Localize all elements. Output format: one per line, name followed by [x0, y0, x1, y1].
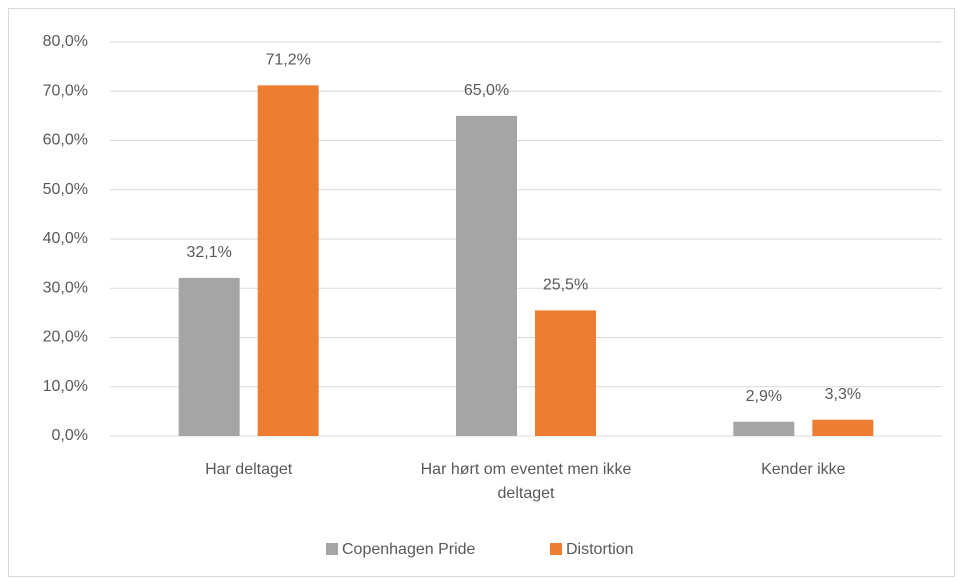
legend-swatch	[326, 543, 338, 555]
y-tick-label: 70,0%	[43, 82, 88, 99]
y-tick-label: 80,0%	[43, 33, 88, 50]
legend-label: Distortion	[566, 541, 634, 558]
y-tick-label: 60,0%	[43, 132, 88, 149]
data-label: 3,3%	[825, 386, 861, 403]
bar	[178, 277, 240, 436]
data-label: 2,9%	[746, 388, 782, 405]
x-tick-label: Kender ikke	[761, 461, 846, 478]
bar	[812, 419, 874, 436]
y-tick-label: 20,0%	[43, 329, 88, 346]
bar	[535, 310, 596, 436]
legend-label: Copenhagen Pride	[342, 541, 476, 558]
y-tick-label: 10,0%	[43, 378, 88, 395]
y-tick-label: 40,0%	[43, 230, 88, 247]
bar	[456, 115, 517, 436]
bar	[733, 421, 795, 436]
y-tick-label: 30,0%	[43, 279, 88, 296]
data-label: 32,1%	[186, 244, 231, 261]
data-label: 65,0%	[464, 82, 509, 99]
y-tick-label: 0,0%	[52, 427, 88, 444]
x-tick-label: Har deltaget	[205, 461, 293, 478]
data-label: 71,2%	[265, 52, 310, 69]
y-tick-label: 50,0%	[43, 181, 88, 198]
data-label: 25,5%	[543, 277, 588, 294]
bar	[257, 85, 319, 436]
legend-swatch	[550, 543, 562, 555]
x-tick-label: Har hørt om eventet men ikke deltaget	[420, 461, 632, 502]
